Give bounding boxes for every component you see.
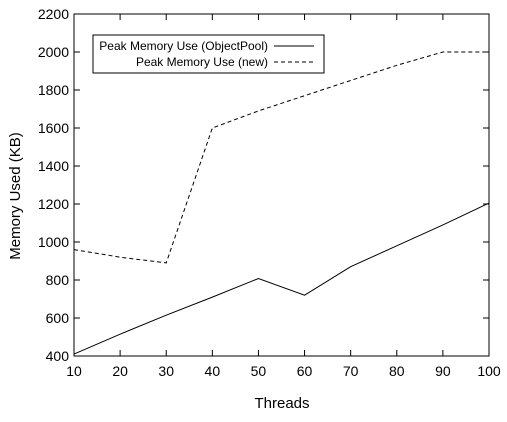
plot-area-frame <box>73 13 490 357</box>
y-tick-label: 1400 <box>38 158 69 174</box>
legend-box <box>92 34 325 74</box>
y-tick-label: 1000 <box>38 234 69 250</box>
y-tick-label: 1200 <box>38 196 69 212</box>
y-axis-label: Memory Used (KB) <box>7 132 24 260</box>
series-line-1 <box>73 202 490 355</box>
x-tick-label: 30 <box>158 363 174 379</box>
x-tick-label: 70 <box>343 363 359 379</box>
legend-label-series-2: Peak Memory Use (new) <box>136 55 268 69</box>
legend-label-series-1: Peak Memory Use (ObjectPool) <box>99 39 268 53</box>
series-layer <box>73 51 490 355</box>
series-line-2 <box>73 51 489 264</box>
x-tick-label: 100 <box>477 363 501 379</box>
y-tick-label: 400 <box>46 348 70 364</box>
x-axis-label: Threads <box>254 395 309 412</box>
y-tick-label: 2200 <box>38 6 69 22</box>
x-axis-ticks: 10 20 30 40 50 60 70 80 90 100 <box>66 14 501 379</box>
x-tick-label: 50 <box>251 363 267 379</box>
y-tick-label: 1600 <box>38 120 69 136</box>
x-tick-label: 90 <box>435 363 451 379</box>
y-tick-label: 600 <box>46 310 70 326</box>
legend: Peak Memory Use (ObjectPool) Peak Memory… <box>92 34 325 74</box>
x-tick-label: 10 <box>66 363 82 379</box>
x-tick-label: 80 <box>389 363 405 379</box>
y-tick-label: 1800 <box>38 82 69 98</box>
x-tick-label: 60 <box>297 363 313 379</box>
y-axis-ticks: 400 600 800 1000 1200 1400 1600 1800 2000 2200 <box>38 6 489 364</box>
y-tick-label: 800 <box>46 272 70 288</box>
x-tick-label: 20 <box>112 363 128 379</box>
y-tick-label: 2000 <box>38 44 69 60</box>
x-tick-label: 40 <box>205 363 221 379</box>
